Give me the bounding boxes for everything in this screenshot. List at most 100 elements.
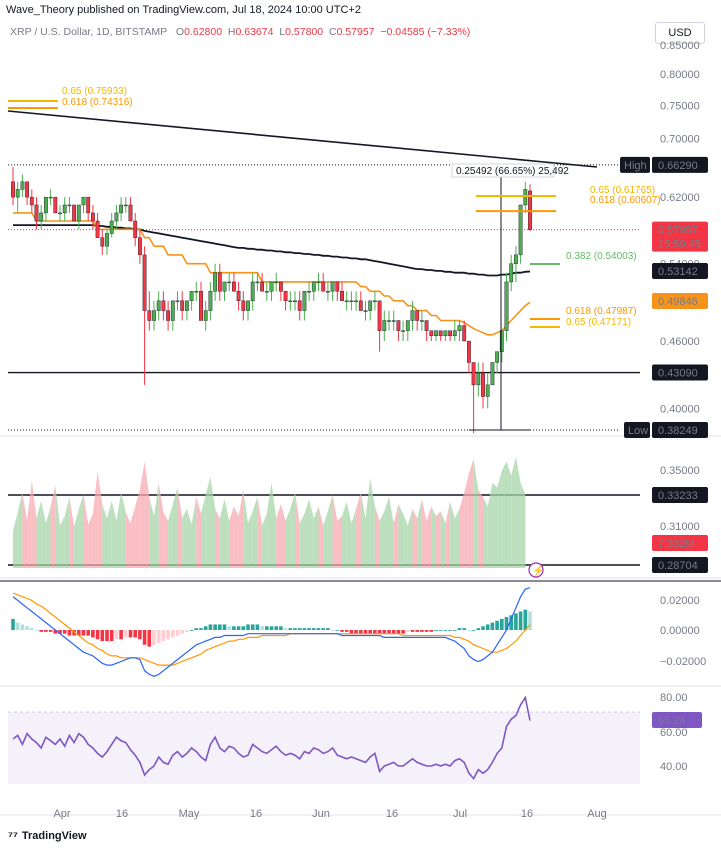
candle-body — [302, 291, 307, 311]
macd-histogram-bar — [119, 630, 123, 640]
close-value: 0.57957 — [336, 26, 375, 38]
volume-area-segment — [426, 506, 432, 568]
candle-body — [485, 384, 490, 397]
macd-histogram-bar — [260, 626, 264, 630]
candle-body — [81, 196, 86, 206]
volume-area-segment — [107, 500, 112, 568]
countdown-label: 15:59:45 — [658, 239, 701, 251]
macd-histogram-bar — [138, 630, 142, 640]
macd-histogram-bar — [330, 630, 335, 631]
support-badge-bg — [652, 487, 708, 503]
macd-histogram-bar — [250, 624, 255, 630]
macd-signal-line — [12, 592, 531, 666]
candle-body — [514, 254, 518, 264]
candle-body — [241, 300, 246, 311]
lightning-icon — [528, 562, 544, 578]
macd-histogram-bar — [246, 624, 250, 630]
volume-area-segment — [365, 477, 371, 568]
macd-histogram-bar — [109, 630, 114, 642]
rsi-tick-label: 40.00 — [660, 761, 688, 773]
volume-area-segment — [483, 497, 488, 568]
candle-body — [387, 320, 391, 322]
volume-pane: 7.332M ⚡ — [13, 456, 708, 578]
macd-histogram-bar — [490, 622, 495, 630]
lightning-glyph: ⚡ — [532, 564, 544, 577]
macd-histogram-bar — [448, 630, 452, 631]
candle-body — [199, 291, 203, 321]
candle-body — [363, 310, 368, 312]
macd-histogram-bar — [199, 628, 203, 630]
candle-body — [217, 272, 222, 292]
candle-body — [373, 300, 377, 303]
logo-text: TradingView — [21, 830, 87, 842]
high-label: H — [227, 26, 236, 38]
volume-area-segment — [295, 492, 300, 568]
ema200-line — [13, 224, 531, 277]
candle-body — [293, 300, 297, 303]
volume-area-segment — [121, 492, 126, 568]
macd-histogram-bar — [387, 630, 391, 634]
low-value-badge-bg — [652, 422, 708, 438]
price-tick-label: 0.62000 — [660, 192, 700, 204]
macd-histogram-bar — [396, 630, 401, 634]
volume-area-segment — [27, 480, 32, 568]
measure-label: 0.25492 (66.65%) 25,492 — [456, 166, 569, 177]
macd-histogram-bar — [166, 630, 170, 640]
candle-body — [231, 281, 236, 292]
price-tick-label: 0.80000 — [660, 69, 700, 81]
ema200-badge-bg — [652, 263, 708, 279]
macd-histogram-bar — [156, 630, 161, 643]
volume-area-segment — [135, 489, 140, 568]
volume-area-segment — [379, 511, 385, 568]
currency-button[interactable]: USD — [655, 22, 705, 44]
volume-area-segment — [360, 492, 366, 568]
volume-badge-bg — [652, 535, 708, 551]
candle-body — [114, 212, 119, 222]
support-badge-bg — [652, 557, 708, 573]
volume-area-segment — [431, 506, 436, 568]
volume-area-segment — [445, 501, 451, 568]
candle-body — [443, 330, 448, 337]
volume-area-segment — [370, 477, 375, 568]
volume-area-segment — [229, 506, 234, 568]
candle-body — [67, 204, 72, 207]
ema50-badge-bg — [652, 293, 708, 309]
rsi-line — [12, 695, 531, 781]
macd-histogram-bar — [363, 630, 368, 634]
macd-histogram-bar — [288, 628, 293, 630]
candle-body — [476, 373, 481, 386]
candle-body — [156, 300, 161, 311]
volume-area-segment — [243, 489, 248, 568]
macd-histogram-bar — [128, 630, 133, 638]
macd-histogram-bar — [227, 626, 231, 630]
volume-area-segment — [64, 497, 70, 568]
macd-histogram-bar — [95, 630, 100, 640]
volume-area-segment — [60, 516, 65, 568]
volume-area-segment — [304, 499, 310, 568]
volume-area-segment — [45, 506, 51, 568]
volume-area-segment — [74, 508, 79, 568]
volume-area-segment — [271, 482, 277, 568]
volume-area-segment — [492, 482, 498, 568]
candle-body — [133, 220, 138, 238]
candle-body — [405, 320, 410, 331]
candle-body — [377, 300, 382, 331]
open-label: O — [175, 26, 185, 38]
low-tag-label: Low — [628, 425, 648, 437]
volume-area-segment — [50, 485, 56, 568]
candle-body — [137, 237, 142, 256]
volume-area-segment — [215, 508, 220, 568]
candle-body — [90, 212, 95, 222]
high-tag-bg — [620, 156, 650, 173]
candle-body — [354, 300, 358, 303]
macd-histogram-bar — [86, 630, 90, 636]
volume-area-segment — [327, 494, 333, 568]
candle-body — [326, 291, 330, 293]
fib-label: 0.618 (0.74316) — [62, 97, 133, 108]
candle-body — [321, 281, 326, 292]
candle-body — [170, 300, 175, 321]
macd-histogram-bar — [382, 630, 387, 634]
candle-body — [340, 291, 344, 302]
support-badge-bg — [652, 364, 708, 381]
candle-body — [297, 300, 302, 311]
